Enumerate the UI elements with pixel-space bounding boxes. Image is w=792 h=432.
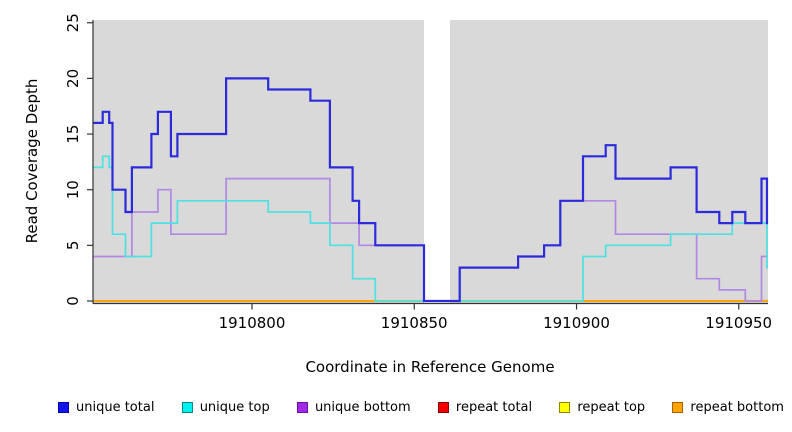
- legend-label: repeat bottom: [690, 399, 784, 415]
- y-tick-label-20: 20: [64, 69, 82, 88]
- series-layer: [93, 77, 769, 303]
- unique-total-swatch-icon: [58, 401, 69, 413]
- legend-label: unique top: [199, 399, 270, 415]
- x-tick-label-1910900: 1910900: [543, 314, 610, 332]
- repeat-total-swatch-icon: [437, 401, 449, 413]
- legend: unique total unique top unique bottom re…: [58, 396, 784, 418]
- y-tick-label-5: 5: [64, 241, 82, 251]
- unique-top-swatch-icon: [181, 401, 193, 413]
- y-tick-label-15: 15: [64, 125, 82, 144]
- tick-marks-layer: [87, 22, 740, 310]
- repeat-bottom-swatch-icon: [672, 401, 684, 413]
- legend-label: repeat total: [455, 399, 533, 415]
- legend-item-unique-top: unique top: [181, 399, 270, 415]
- unique-bottom-swatch-icon: [296, 401, 308, 413]
- x-tick-label-1910800: 1910800: [219, 314, 286, 332]
- y-tick-label-25: 25: [64, 13, 82, 32]
- legend-item-repeat-bottom: repeat bottom: [672, 400, 784, 415]
- legend-label: unique bottom: [314, 399, 411, 415]
- legend-item-unique-total: unique total: [58, 400, 154, 415]
- legend-item-repeat-total: repeat total: [437, 399, 533, 415]
- legend-item-unique-bottom: unique bottom: [296, 399, 411, 415]
- legend-label: repeat top: [577, 399, 646, 415]
- y-tick-label-10: 10: [64, 180, 82, 199]
- x-tick-label-1910850: 1910850: [381, 314, 448, 332]
- series-line-unique-total: [93, 77, 769, 303]
- y-axis-title: Read Coverage Depth: [23, 79, 41, 244]
- x-tick-label-1910950: 1910950: [705, 314, 772, 332]
- legend-item-repeat-top: repeat top: [559, 400, 645, 415]
- x-axis-title: Coordinate in Reference Genome: [305, 358, 554, 376]
- gap-band-layer: [424, 20, 450, 304]
- series-line-unique-top: [93, 155, 768, 302]
- gap-band: [424, 20, 450, 304]
- repeat-top-swatch-icon: [559, 401, 571, 413]
- y-tick-label-0: 0: [64, 296, 82, 306]
- legend-label: unique total: [76, 399, 155, 415]
